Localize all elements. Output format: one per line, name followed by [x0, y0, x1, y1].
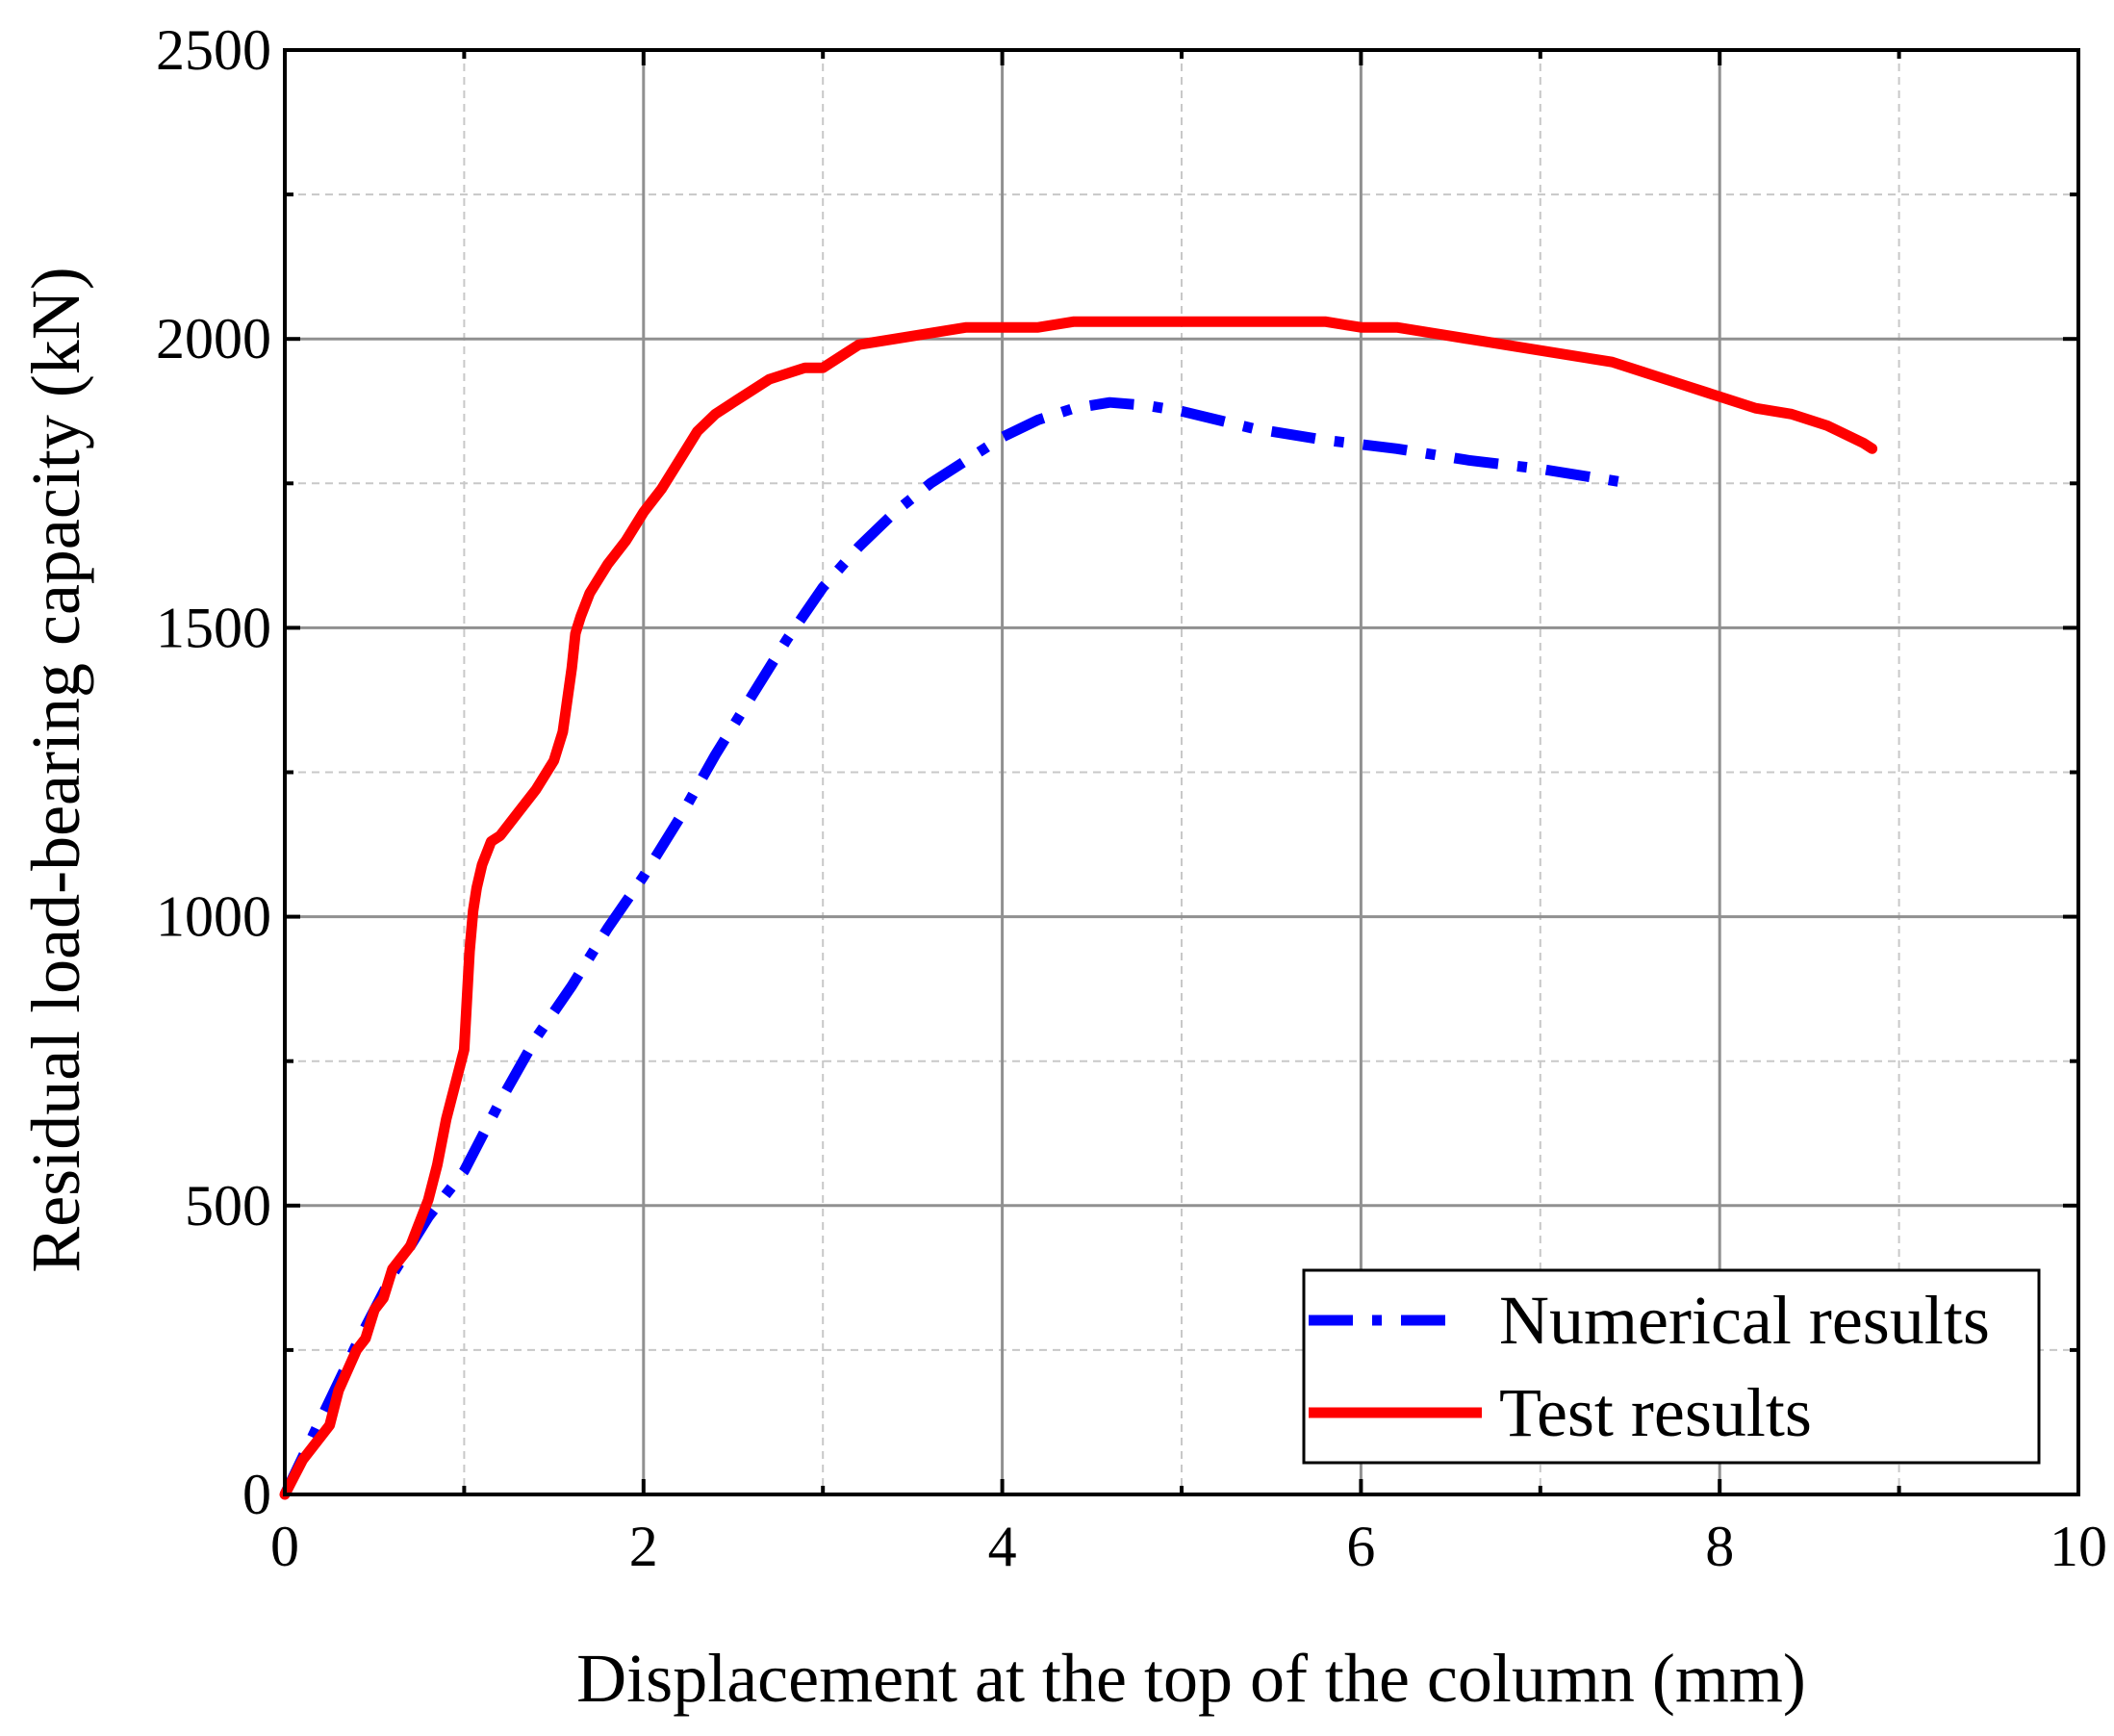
- x-tick-label: 10: [2050, 1515, 2107, 1578]
- x-tick-label: 6: [1346, 1515, 1375, 1578]
- y-axis-title: Residual load-bearing capacity (kN): [17, 267, 94, 1273]
- legend-label-numerical: Numerical results: [1499, 1282, 1990, 1359]
- legend: Numerical results Test results: [1302, 1268, 2041, 1465]
- legend-label-test: Test results: [1499, 1374, 1812, 1451]
- numerical-results-line: [280, 396, 1631, 1497]
- y-tick-label: 500: [185, 1174, 271, 1238]
- y-tick-label: 2500: [156, 18, 271, 82]
- y-tick-label: 1500: [156, 596, 271, 659]
- x-tick-label: 8: [1705, 1515, 1734, 1578]
- x-tick-label: 4: [988, 1515, 1017, 1578]
- test-results-line: [279, 316, 1878, 1500]
- y-tick-label: 0: [242, 1463, 271, 1526]
- x-axis-title: Displacement at the top of the column (m…: [576, 1640, 1806, 1717]
- y-tick-label: 1000: [156, 885, 271, 949]
- x-tick-label: 0: [270, 1515, 299, 1578]
- legend-box: [1302, 1268, 2041, 1465]
- y-tick-label: 2000: [156, 307, 271, 370]
- x-tick-label: 2: [629, 1515, 658, 1578]
